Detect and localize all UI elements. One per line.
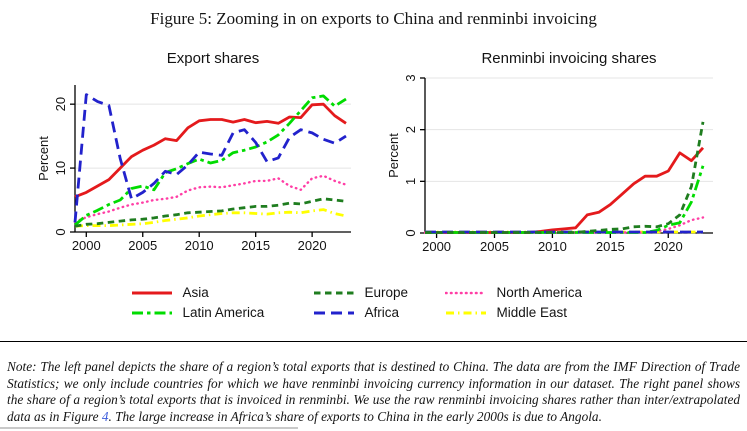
note-prefix: Note: bbox=[7, 359, 37, 375]
legend-item-north-america: North America bbox=[444, 285, 617, 300]
legend-label: Middle East bbox=[496, 305, 568, 320]
x-tick-label: 2000 bbox=[72, 238, 101, 253]
legend-item-latin-america: Latin America bbox=[131, 305, 313, 320]
y-tick-label: 0 bbox=[403, 229, 418, 236]
legend-label: Latin America bbox=[182, 305, 265, 320]
legend-label: Africa bbox=[364, 305, 400, 320]
middle-east-line-sample-icon bbox=[445, 311, 486, 314]
y-tick-label: 10 bbox=[53, 161, 68, 175]
latin-america-line-sample-icon bbox=[131, 311, 172, 314]
x-tick-label: 2010 bbox=[538, 239, 567, 254]
y-tick-label: 1 bbox=[403, 178, 418, 185]
figure-4-link[interactable]: 4 bbox=[101, 408, 109, 424]
figure-note: Note: The left panel depicts the share o… bbox=[7, 359, 740, 425]
export-shares-chart: 0 10 20 Percent 2000 2005 2010 2015 2020 Export s… bbox=[38, 50, 351, 253]
y-tick-label: 20 bbox=[53, 97, 68, 111]
x-tick-label: 2015 bbox=[596, 239, 625, 254]
legend-row: Latin America Africa Middle East bbox=[131, 305, 617, 320]
series-line-europe bbox=[425, 121, 705, 234]
asia-line-sample-icon bbox=[131, 291, 172, 294]
x-tick-label: 2000 bbox=[422, 239, 451, 254]
renminbi-invoicing-chart: 0 1 2 3 Percent 2000 2005 2010 2015 2020 Renminbi … bbox=[388, 50, 713, 254]
north-america-line-sample-icon bbox=[444, 291, 487, 294]
series-line-latin-america bbox=[74, 94, 347, 227]
legend-item-africa: Africa bbox=[313, 305, 445, 320]
note-body-before-link: The left panel depicts the share of a re… bbox=[7, 359, 740, 424]
legend-label: North America bbox=[496, 285, 583, 300]
figure-title: Figure 5: Zooming in on exports to China… bbox=[150, 9, 597, 28]
legend-item-middle-east: Middle East bbox=[445, 305, 617, 320]
panel-title: Renminbi invoicing shares bbox=[481, 50, 656, 67]
x-tick-label: 2010 bbox=[185, 238, 214, 253]
y-axis-title: Percent bbox=[38, 136, 51, 181]
series-line-africa bbox=[73, 93, 347, 223]
europe-line-sample-icon bbox=[313, 291, 354, 294]
cropped-next-line-artifact bbox=[0, 427, 298, 430]
y-axis-title: Percent bbox=[388, 133, 401, 178]
y-tick-label: 2 bbox=[403, 126, 418, 133]
series-line-latin-america bbox=[425, 165, 705, 234]
legend-label: Asia bbox=[182, 285, 209, 300]
x-tick-label: 2005 bbox=[128, 238, 157, 253]
legend-row: Asia Europe North America bbox=[131, 285, 617, 300]
panel-title: Export shares bbox=[167, 50, 260, 67]
series-line-asia bbox=[74, 102, 347, 199]
legend-item-asia: Asia bbox=[131, 285, 313, 300]
x-tick-label: 2015 bbox=[241, 238, 270, 253]
x-tick-label: 2005 bbox=[480, 239, 509, 254]
x-tick-label: 2020 bbox=[654, 239, 683, 254]
x-tick-label: 2020 bbox=[298, 238, 327, 253]
legend-label: Europe bbox=[364, 285, 409, 300]
africa-line-sample-icon bbox=[313, 311, 354, 314]
chart-legend: Asia Europe North America Latin America Afri… bbox=[0, 285, 747, 320]
y-tick-label: 3 bbox=[403, 74, 418, 81]
series-line-europe bbox=[74, 197, 347, 228]
note-body-after-link: . The large increase in Africa’s share o… bbox=[108, 408, 602, 424]
y-tick-label: 0 bbox=[53, 228, 68, 235]
legend-item-europe: Europe bbox=[313, 285, 445, 300]
series-line-asia bbox=[425, 146, 705, 234]
note-divider-rule bbox=[0, 341, 747, 342]
series-line-north-america bbox=[73, 174, 348, 224]
